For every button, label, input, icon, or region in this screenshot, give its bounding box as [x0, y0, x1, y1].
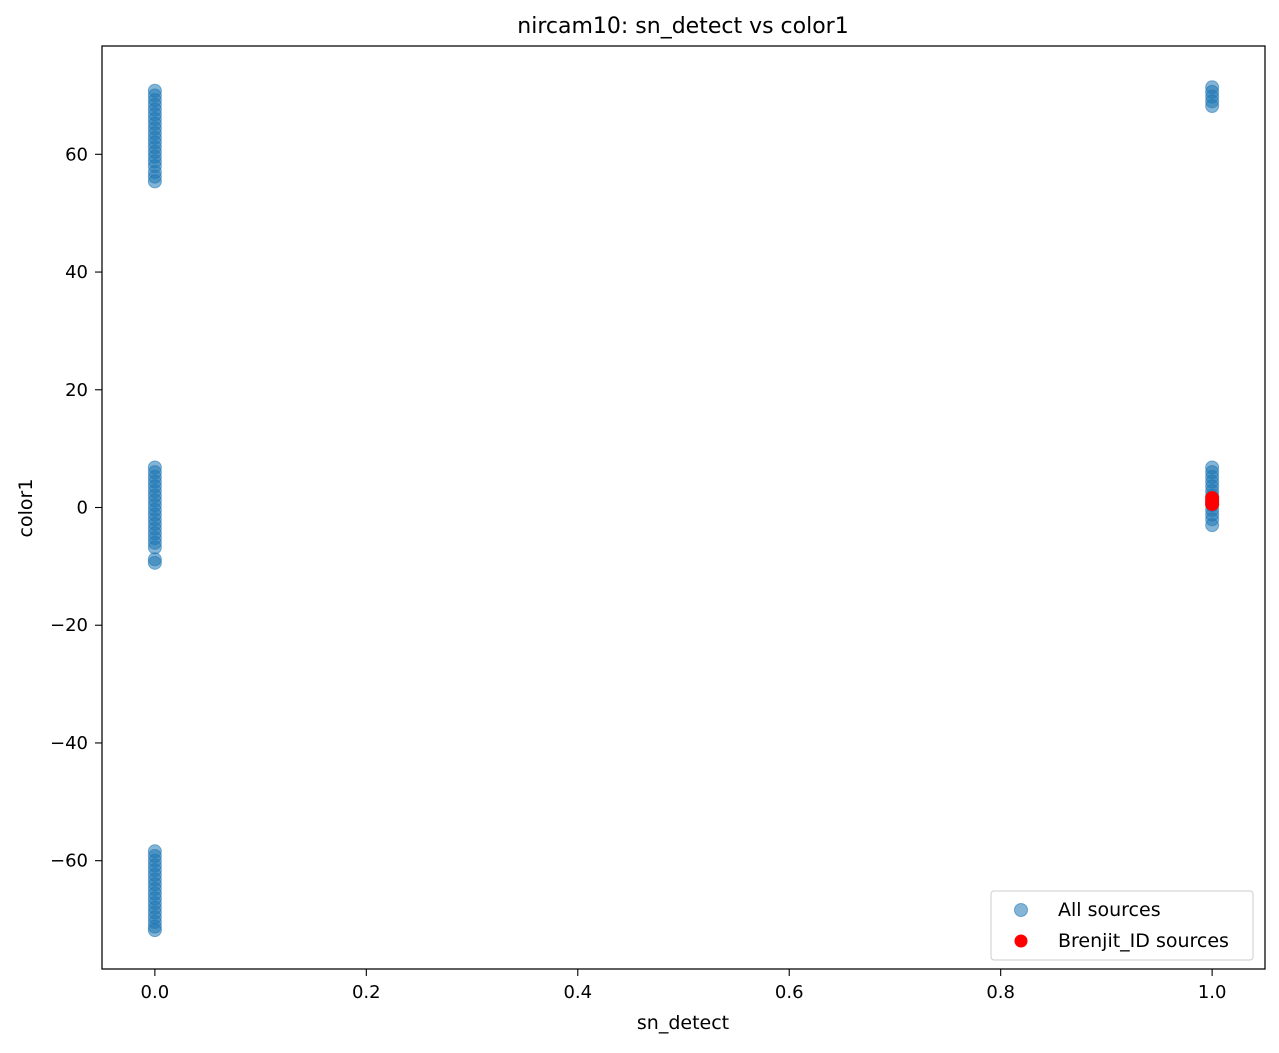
x-tick-label: 0.0 [141, 982, 170, 1003]
all-sources-point [1205, 99, 1220, 114]
y-tick-label: −40 [50, 733, 88, 754]
x-tick-label: 0.4 [563, 982, 592, 1003]
legend-box [990, 890, 1254, 961]
all-sources-point [147, 174, 162, 189]
y-tick-label: −60 [50, 851, 88, 872]
x-tick-label: 0.6 [775, 982, 804, 1003]
x-axis-label: sn_detect [637, 1012, 729, 1034]
legend-label-all-sources: All sources [1058, 899, 1161, 921]
legend-marker-brenjit-sources [1014, 934, 1028, 948]
y-tick-label: 0 [77, 498, 88, 519]
legend: All sources Brenjit_ID sources [990, 890, 1254, 961]
y-axis-label: color1 [15, 479, 37, 538]
x-axis-ticks: 0.0 0.2 0.4 0.6 0.8 1.0 [141, 969, 1227, 1003]
y-tick-label: 20 [65, 380, 88, 401]
y-tick-label: 40 [65, 262, 88, 283]
legend-marker-all-sources [1014, 903, 1028, 917]
y-tick-label: −20 [50, 615, 88, 636]
y-axis-ticks: −60 −40 −20 0 20 40 60 [50, 144, 102, 872]
plot-area-frame [101, 45, 1266, 970]
all-sources-point [1205, 518, 1220, 533]
all-sources-point [147, 540, 162, 555]
x-tick-label: 0.2 [352, 982, 381, 1003]
chart-title: nircam10: sn_detect vs color1 [517, 14, 848, 39]
x-tick-label: 0.8 [986, 982, 1015, 1003]
all-sources-point [147, 555, 162, 570]
legend-label-brenjit-sources: Brenjit_ID sources [1058, 930, 1229, 952]
brenjit-source-point [1205, 496, 1220, 511]
x-tick-label: 1.0 [1198, 982, 1227, 1003]
all-sources-point [147, 923, 162, 938]
points-layer [147, 80, 1220, 938]
y-tick-label: 60 [65, 144, 88, 165]
